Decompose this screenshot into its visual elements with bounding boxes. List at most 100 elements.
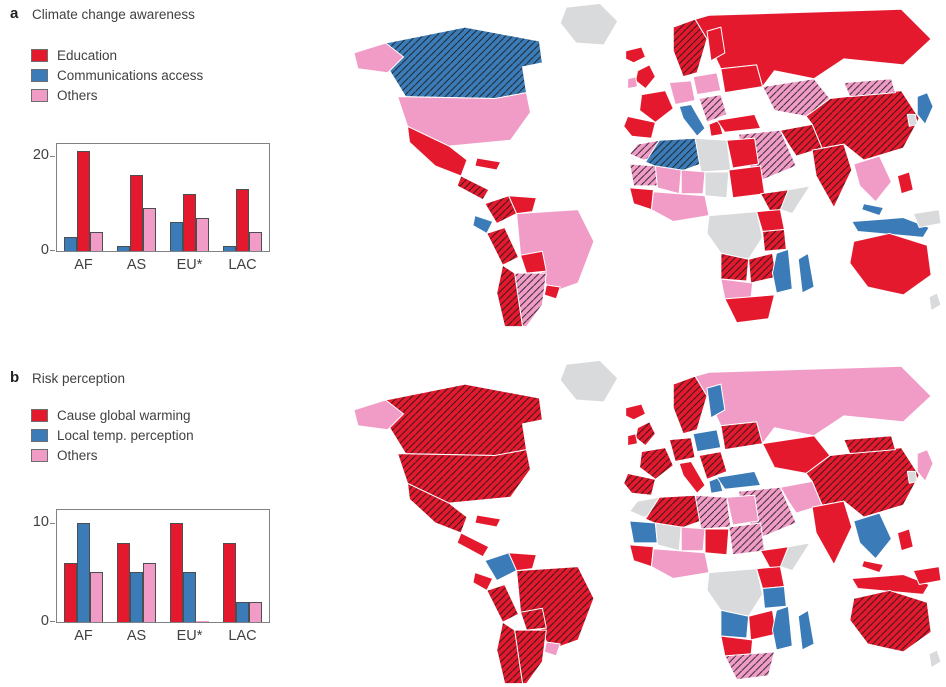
bar-EU-others (196, 621, 209, 622)
legend-item: Education (31, 45, 203, 65)
map-region-somalia (779, 185, 811, 215)
map-region-canada (385, 383, 543, 457)
legend-label: Education (57, 47, 118, 63)
map-region-uk (635, 64, 656, 90)
map-region-greenland (559, 2, 619, 46)
map-region-nigeria (650, 191, 710, 223)
map-region-china (805, 447, 920, 518)
map-region-central-america (456, 532, 490, 558)
map-region-philippines (896, 171, 914, 195)
map-region-south-africa (724, 651, 775, 681)
map-region-balkans (698, 94, 728, 123)
map-region-madagascar (797, 252, 815, 294)
map-region-mauritania (629, 520, 658, 544)
legend-swatch-others (31, 88, 48, 102)
y-tick-label: 10 (32, 513, 49, 530)
map-region-angola (720, 252, 750, 282)
y-tick-label: 0 (40, 242, 49, 258)
y-tick-label: 0 (40, 613, 49, 629)
map-region-turkey (716, 113, 762, 133)
map-region-iran (779, 480, 823, 514)
map-region-ukraine (720, 421, 764, 451)
bar-EU-others (196, 217, 209, 251)
map-region-japan (916, 449, 934, 482)
bar-AS-others (143, 208, 156, 251)
legend-item: Communications access (31, 65, 203, 85)
legend-swatch-communications-access (31, 68, 48, 82)
map-region-alaska (353, 399, 405, 431)
bar-AS-local-temp-perception (130, 572, 143, 622)
map-region-mozambique (771, 605, 793, 651)
map-region-sudan (728, 165, 766, 199)
map-region-sudan (728, 522, 766, 556)
map-region-uk (635, 421, 656, 447)
legend-swatch-education (31, 48, 48, 62)
map-region-indonesia (851, 574, 930, 595)
map-region-japan (916, 92, 934, 125)
map-region-venezuela (508, 195, 537, 215)
panel-b-letter: b (10, 369, 20, 386)
map-region-greenland (559, 359, 619, 403)
bar-AF-education (77, 151, 90, 251)
bar-AS-others (143, 562, 156, 622)
map-region-nigeria (650, 548, 710, 580)
map-region-scandinavia (672, 375, 708, 435)
legend-label: Local temp. perception (57, 427, 194, 443)
y-tick-mark (50, 620, 55, 622)
map-region-new-guinea (912, 566, 942, 585)
x-tick-label-AS: AS (126, 628, 147, 644)
map-region-somalia (779, 542, 811, 572)
map-region-indonesia (851, 217, 930, 238)
bar-LAC-others (249, 602, 262, 622)
legend-label: Others (57, 447, 98, 463)
bar-EU-education (183, 193, 196, 251)
map-region-central-europe (668, 437, 696, 462)
awareness-bar-chart: 0 20 AF AS EU* LAC (33, 143, 270, 273)
panel-a-title: Climate change awareness (32, 7, 195, 22)
map-region-chad (704, 528, 730, 556)
map-region-australia (849, 232, 932, 296)
bar-EU-cause-global-warming (170, 522, 183, 622)
map-region-central-europe (668, 80, 696, 105)
map-region-drc (706, 211, 764, 260)
y-tick-label: 20 (32, 146, 49, 163)
map-region-france (639, 447, 674, 480)
legend-item: Others (31, 85, 203, 105)
map-region-finland (706, 383, 726, 419)
map-region-korea (906, 470, 918, 484)
map-region-zambia (748, 609, 777, 641)
map-region-niger (680, 169, 706, 195)
legend-label: Communications access (57, 67, 204, 83)
map-region-angola (720, 609, 750, 639)
map-region-mozambique (771, 248, 793, 294)
map-region-malaysia (861, 560, 885, 574)
bar-LAC-education (236, 189, 249, 251)
map-region-italy (678, 461, 706, 494)
y-tick-mark (50, 522, 55, 525)
map-region-ecuador (472, 572, 494, 591)
map-region-bolivia (520, 250, 547, 274)
map-region-peru (486, 226, 520, 266)
legend-item: Cause global warming (31, 405, 194, 425)
map-region-scandinavia (672, 18, 708, 78)
bar-LAC-others (249, 231, 262, 251)
map-region-chile (496, 621, 524, 685)
map-region-mongolia (843, 78, 896, 98)
map-region-iceland (625, 46, 647, 64)
map-region-iceland (625, 403, 647, 421)
panel-b-legend: Cause global warming Local temp. percept… (31, 405, 194, 465)
map-region-ireland (627, 76, 639, 90)
map-region-south-africa (724, 294, 775, 324)
map-region-new-zealand (928, 649, 942, 669)
map-region-poland-baltic (692, 72, 722, 96)
map-region-india (811, 143, 853, 209)
map-region-philippines (896, 528, 914, 552)
legend-label: Others (57, 87, 98, 103)
legend-swatch-local-temp-perception (31, 428, 48, 442)
x-tick-label-LAC: LAC (228, 628, 257, 644)
map-region-egypt (726, 494, 760, 526)
map-region-mongolia (843, 435, 896, 455)
awareness-world-map (346, 0, 946, 330)
map-region-niger (680, 526, 706, 552)
